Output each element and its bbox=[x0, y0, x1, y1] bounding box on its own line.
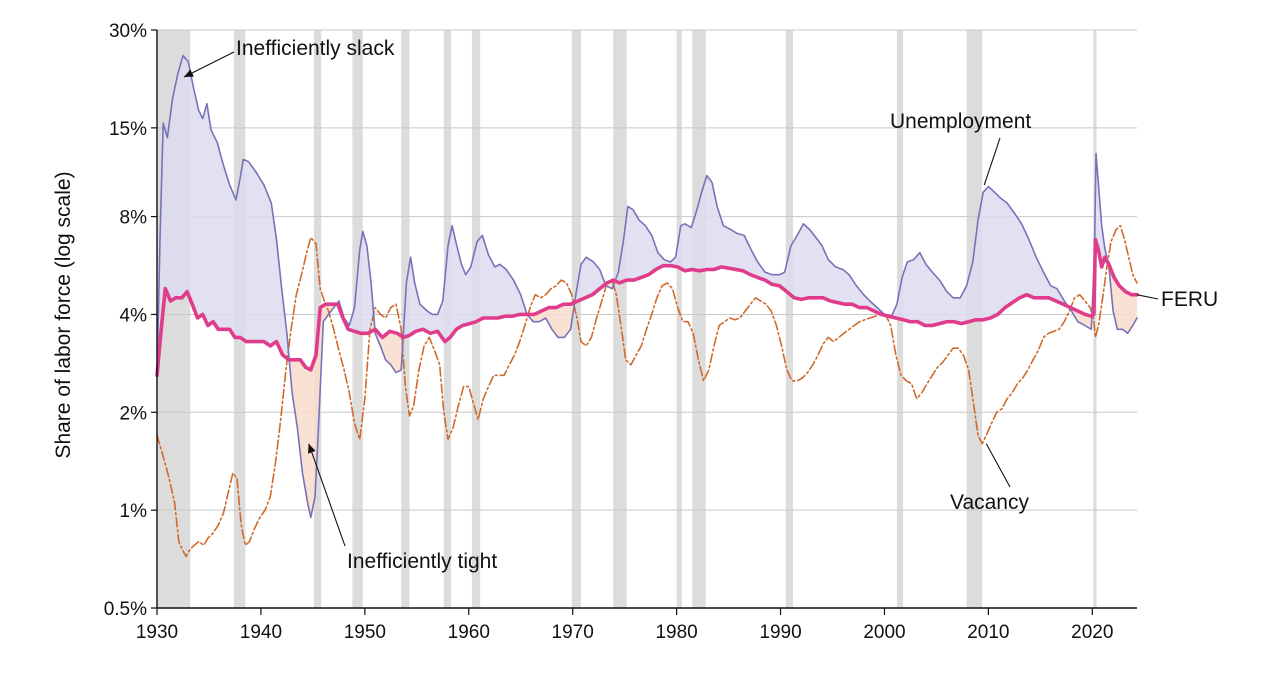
y-tick-label: 4% bbox=[120, 305, 148, 326]
y-tick-label: 8% bbox=[120, 208, 148, 229]
annotation-label: FERU bbox=[1161, 288, 1218, 311]
recession-band bbox=[676, 30, 682, 608]
x-tick-label: 2020 bbox=[1071, 622, 1113, 643]
annotation-leader bbox=[308, 443, 346, 547]
y-axis-title: Share of labor force (log scale) bbox=[52, 171, 75, 458]
recession-band bbox=[692, 30, 706, 608]
x-tick-label: 1980 bbox=[655, 622, 697, 643]
x-tick-label: 1990 bbox=[759, 622, 801, 643]
y-tick-label: 0.5% bbox=[104, 599, 147, 620]
slack-gap-fill bbox=[615, 175, 888, 316]
x-tick-label: 1930 bbox=[136, 622, 178, 643]
slack-gap-fill bbox=[1092, 159, 1109, 316]
axes: 0.5% 1% 2% 4% 8% 15% 30% 1930 1940 1950 1960 1970 19… bbox=[52, 21, 1137, 643]
y-tick-label: 15% bbox=[109, 119, 147, 140]
annotation-leader bbox=[1136, 294, 1159, 300]
slack-gap-fill bbox=[891, 186, 1069, 326]
y-tick-label: 1% bbox=[120, 501, 148, 522]
slack-gap-fill bbox=[403, 225, 528, 342]
annotation-leader bbox=[983, 137, 1001, 186]
recession-band bbox=[571, 30, 582, 608]
gap-fills bbox=[157, 55, 1137, 518]
y-tick-label: 2% bbox=[120, 403, 148, 424]
annotation-label: Inefficiently slack bbox=[236, 37, 395, 60]
tight-gap-fill bbox=[290, 304, 337, 518]
annotation-label: Unemployment bbox=[890, 110, 1031, 133]
annotation-arrowhead bbox=[184, 69, 194, 77]
recession-band bbox=[785, 30, 794, 608]
annotation-leader bbox=[183, 51, 235, 78]
x-tick-label: 2010 bbox=[967, 622, 1009, 643]
series-line-unemployment bbox=[156, 54, 1138, 519]
x-tick-label: 2000 bbox=[863, 622, 905, 643]
tight-gap-fill bbox=[375, 329, 404, 373]
recession-band bbox=[1093, 30, 1097, 608]
annotations: Inefficiently slack Inefficiently tight Un… bbox=[183, 37, 1218, 573]
series-line-vacancy bbox=[156, 224, 1138, 558]
tight-gap-fill bbox=[528, 302, 575, 338]
series-lines bbox=[155, 54, 1139, 558]
y-tick-label: 30% bbox=[109, 21, 147, 42]
slack-gap-fill bbox=[336, 231, 376, 334]
x-tick-label: 1960 bbox=[448, 622, 490, 643]
tight-gap-fill bbox=[1068, 306, 1093, 330]
series-line-feru bbox=[155, 237, 1139, 378]
x-tick-label: 1940 bbox=[240, 622, 282, 643]
annotation-arrowhead bbox=[308, 443, 316, 454]
x-tick-label: 1950 bbox=[344, 622, 386, 643]
annotation-label: Vacancy bbox=[950, 491, 1029, 514]
x-tick-label: 1970 bbox=[552, 622, 594, 643]
annotation-label: Inefficiently tight bbox=[347, 550, 497, 573]
annotation-leader bbox=[985, 443, 1011, 488]
